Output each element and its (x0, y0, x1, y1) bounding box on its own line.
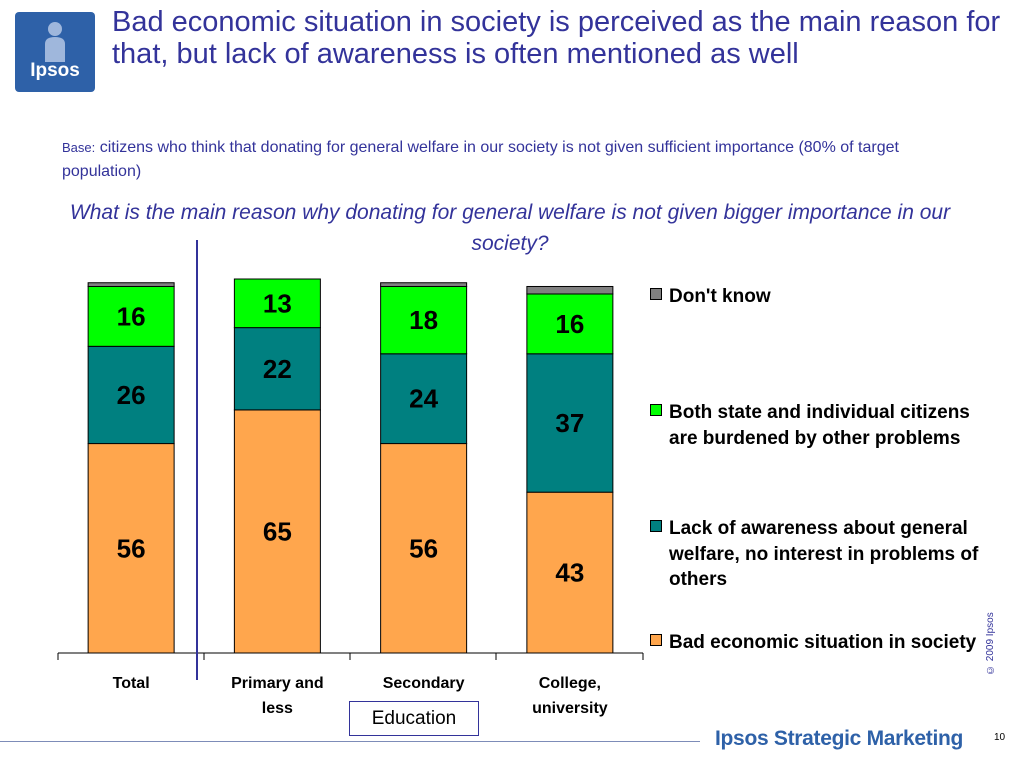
x-label-college-university: College, university (532, 675, 608, 717)
data-label-total-s0: 56 (117, 533, 146, 563)
x-labels-layer: Total Primary and less Secondary College, uni… (113, 675, 608, 717)
data-label-primary-and-less-s0: 65 (263, 516, 292, 546)
x-label-total: Total (113, 675, 150, 692)
ipsos-logo: Ipsos (15, 12, 95, 92)
education-group-label: Education (349, 701, 479, 736)
footer-divider (0, 741, 700, 742)
data-label-secondary-s0: 56 (409, 533, 438, 563)
bar-segment-secondary-lack-of-awareness-about- (380, 353, 468, 445)
bar-segment-total-don-t-know (87, 282, 175, 287)
base-text: citizens who think that donating for gen… (62, 139, 899, 180)
bar-segment-primary-and-less-both-state-and-individua (233, 278, 321, 329)
slide-title: Bad economic situation in society is per… (112, 6, 1001, 70)
x-label-secondary: Secondary (383, 675, 465, 692)
bar-segment-secondary-both-state-and-individua (380, 285, 468, 355)
legend-swatch-bad-economic (650, 634, 662, 646)
legend-label-lack-awareness: Lack of awareness about general welfare,… (669, 518, 979, 590)
data-label-college-university-s2: 16 (555, 309, 584, 339)
copyright-text: © 2009 Ipsos (985, 612, 996, 676)
data-label-primary-and-less-s1: 22 (263, 354, 292, 384)
bar-segment-secondary-don-t-know (380, 282, 468, 287)
labels-layer: 56 26 16 65 22 13 56 24 18 43 37 16 (117, 288, 585, 587)
bar-segment-primary-and-less-lack-of-awareness-about- (233, 327, 321, 411)
data-label-total-s1: 26 (117, 380, 146, 410)
bar-segment-secondary-bad-economic-situation-i (380, 443, 468, 654)
data-label-secondary-s2: 18 (409, 305, 438, 335)
page-number: 10 (994, 732, 1006, 743)
bar-segment-college-university-bad-economic-situation-i (526, 491, 614, 654)
survey-question: What is the main reason why donating for… (69, 201, 951, 255)
ipsos-figure-icon (45, 22, 65, 62)
legend-swatch-dont-know (650, 288, 662, 300)
bars-layer (87, 278, 614, 654)
legend-label-dont-know: Don't know (669, 286, 771, 307)
legend-swatch-lack-awareness (650, 520, 662, 532)
bar-segment-college-university-don-t-know (526, 285, 614, 295)
data-label-secondary-s1: 24 (409, 384, 438, 414)
bar-segment-total-both-state-and-individua (87, 285, 175, 347)
bar-segment-college-university-both-state-and-individua (526, 293, 614, 355)
footer-brand: Ipsos Strategic Marketing (715, 727, 964, 750)
legend-swatch-both-burdened (650, 404, 662, 416)
legend-label-bad-economic: Bad economic situation in society (669, 632, 977, 653)
bar-segment-college-university-lack-of-awareness-about- (526, 353, 614, 493)
data-label-college-university-s0: 43 (555, 558, 584, 588)
x-label-primary-and-less: Primary and less (231, 675, 323, 717)
base-note: Base: citizens who think that donating f… (62, 136, 902, 184)
data-label-total-s2: 16 (117, 301, 146, 331)
data-label-primary-and-less-s2: 13 (263, 288, 292, 318)
base-label: Base: (62, 140, 96, 155)
logo-text: Ipsos (30, 60, 80, 81)
legend-label-both-burdened: Both state and individual citizens are b… (669, 402, 970, 449)
bar-segment-primary-and-less-bad-economic-situation-i (233, 409, 321, 654)
data-label-college-university-s1: 37 (555, 408, 584, 438)
